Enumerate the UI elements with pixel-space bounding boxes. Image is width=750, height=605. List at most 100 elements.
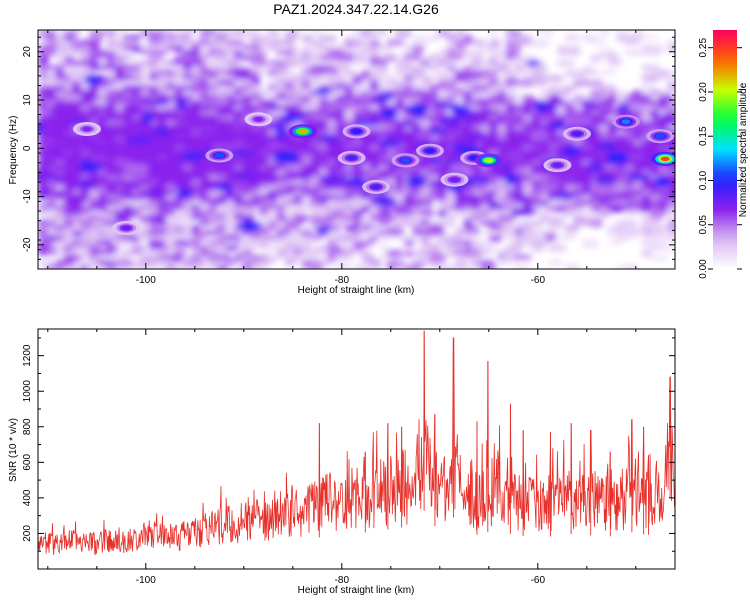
heatmap-cell: [182, 30, 196, 36]
heatmap-cell: [446, 235, 462, 241]
heatmap-cell: [667, 205, 675, 210]
heatmap-blob: [660, 112, 673, 123]
heatmap-cell: [522, 110, 534, 116]
heatmap-cell: [480, 250, 491, 255]
heatmap-cell: [446, 60, 458, 66]
heatmap-cell: [412, 50, 423, 57]
heatmap-cell: [352, 95, 370, 101]
heatmap-cell: [310, 235, 323, 240]
heatmap-cell: [497, 260, 511, 266]
heatmap-hotspot: [543, 158, 572, 173]
heatmap-cell: [80, 85, 92, 92]
heatmap-cell: [327, 230, 343, 237]
heatmap-cell: [590, 110, 601, 116]
heatmap-cell: [599, 105, 615, 111]
heatmap-cell: [174, 180, 185, 186]
heatmap-cell: [293, 215, 310, 222]
heatmap-cell: [89, 225, 100, 232]
heatmap-cell: [650, 45, 664, 52]
heatmap-cell: [420, 205, 433, 211]
heatmap-cell: [284, 70, 296, 75]
heatmap-cell: [454, 200, 466, 206]
heatmap-cell: [80, 240, 92, 246]
heatmap-cell: [590, 135, 601, 142]
heatmap-cell: [650, 145, 661, 150]
heatmap-cell: [301, 175, 313, 182]
heatmap-cell: [208, 45, 223, 50]
heatmap-cell: [471, 65, 484, 71]
heatmap-cell: [199, 265, 215, 269]
heatmap-cell: [327, 95, 338, 101]
heatmap-cell: [191, 140, 202, 146]
snr-axes: -100 -80 -60 200 400 600 800 1000 1200: [22, 329, 675, 586]
heatmap-cell: [437, 55, 449, 60]
heatmap-cell: [497, 130, 508, 136]
heatmap-hotspot: [342, 124, 371, 139]
heatmap-cell: [284, 220, 296, 226]
heatmap-blob: [318, 216, 335, 225]
heatmap-cell: [522, 230, 539, 237]
heatmap-cell: [208, 195, 219, 200]
heatmap-cell: [556, 60, 575, 67]
heatmap-cell: [157, 175, 169, 181]
heatmap-cell: [488, 40, 502, 46]
heatmap-cell: [590, 40, 608, 45]
heatmap-blob: [131, 172, 147, 181]
heatmap-cell: [250, 85, 262, 91]
heatmap-cell: [114, 215, 126, 220]
y-tick-label: 0: [22, 145, 33, 151]
heatmap-cell: [318, 260, 332, 266]
heatmap-cell: [497, 50, 509, 56]
heatmap-cell: [548, 260, 563, 265]
heatmap-cell: [191, 235, 207, 241]
heatmap-cell: [352, 205, 363, 210]
heatmap-cell: [514, 40, 533, 45]
heatmap-blob: [415, 130, 432, 141]
snr-ylabel: SNR (10 * v/v): [8, 418, 19, 482]
heatmap-blob: [49, 104, 66, 115]
heatmap-cell: [276, 70, 288, 77]
heatmap-cell: [89, 215, 101, 222]
heatmap-blob: [313, 181, 326, 192]
heatmap-cell: [641, 225, 653, 231]
heatmap-blob: [551, 122, 566, 130]
heatmap-blob: [627, 173, 650, 181]
heatmap-cell: [106, 90, 117, 97]
heatmap-cell: [429, 170, 441, 176]
heatmap-cell: [148, 35, 165, 42]
colorbar-tick-label: 0.20: [698, 82, 709, 102]
heatmap-cell: [352, 210, 365, 217]
heatmap-cell: [599, 30, 611, 35]
heatmap-blob: [314, 226, 332, 233]
heatmap-cell: [242, 100, 253, 107]
heatmap-cell: [284, 30, 300, 36]
x-tick-label: -60: [531, 275, 546, 286]
heatmap-cell: [548, 185, 559, 190]
heatmap-cell: [607, 170, 619, 177]
heatmap-cell: [327, 245, 342, 251]
heatmap-cell: [225, 260, 237, 265]
heatmap-cell: [89, 200, 100, 205]
heatmap-cell: [497, 195, 509, 201]
heatmap-blob: [281, 113, 305, 122]
heatmap-cell: [641, 80, 653, 85]
heatmap-cell: [641, 250, 653, 257]
heatmap-blob: [627, 155, 648, 162]
snr-series-line: [38, 330, 675, 556]
heatmap-blob: [617, 190, 631, 200]
heatmap-cell: [429, 260, 442, 266]
heatmap-cell: [80, 60, 92, 67]
heatmap-cell: [378, 160, 389, 167]
heatmap-cell: [199, 85, 211, 91]
heatmap-cell: [514, 255, 532, 260]
heatmap-cell: [199, 70, 211, 77]
heatmap-cell: [199, 40, 210, 45]
heatmap-cell: [658, 90, 671, 97]
heatmap-cell: [667, 40, 675, 46]
heatmap-cell: [582, 70, 598, 75]
heatmap-cell: [284, 205, 302, 211]
heatmap-blob: [176, 189, 193, 197]
heatmap-cell: [599, 100, 616, 105]
heatmap-cell: [369, 30, 388, 36]
heatmap-cell: [46, 50, 58, 57]
